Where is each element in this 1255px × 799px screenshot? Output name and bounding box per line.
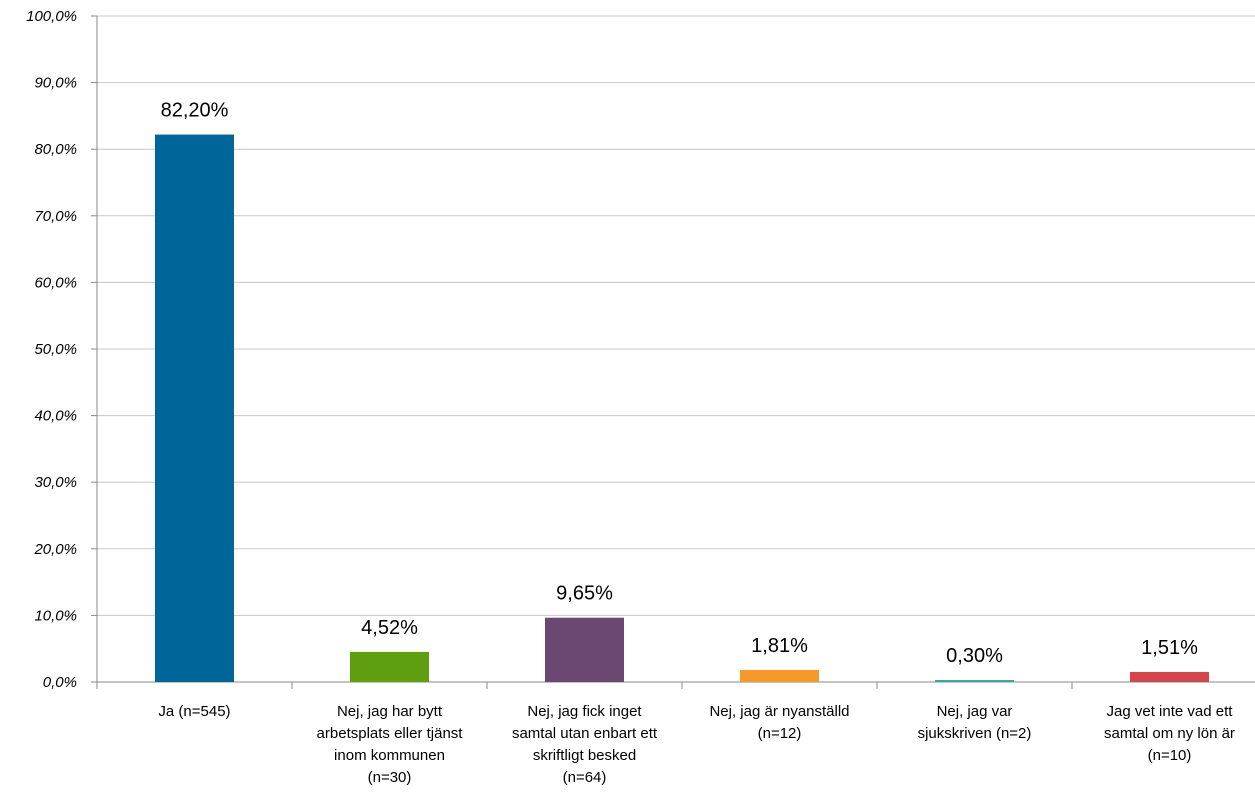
- data-label: 4,52%: [361, 617, 418, 639]
- data-labels: 82,20% 4,52% 9,65% 1,81% 0,30% 1,51%: [161, 100, 1198, 667]
- gridlines: [97, 15, 1255, 616]
- x-category-label-line: arbetsplats eller tjänst: [317, 725, 464, 742]
- data-label: 0,30%: [946, 645, 1003, 667]
- x-category-label: Nej, jag har bytt arbetsplats eller tjäns…: [317, 703, 464, 786]
- data-label: 1,81%: [751, 635, 808, 657]
- y-axis-tick-labels: 0,0% 10,0% 20,0% 30,0% 40,0% 50,0% 60,0% 70,0% 8…: [26, 8, 77, 691]
- x-category-label-line: Jag vet inte vad ett: [1107, 703, 1234, 720]
- x-axis-category-labels: Ja (n=545) Nej, jag har bytt arbetsplats e…: [158, 703, 1235, 786]
- y-tick-label: 70,0%: [34, 208, 77, 225]
- bar: [1130, 671, 1209, 682]
- data-label: 82,20%: [161, 100, 229, 122]
- x-category-label-line: (n=10): [1148, 747, 1192, 764]
- x-category-label: Nej, jag var sjukskriven (n=2): [918, 703, 1032, 742]
- axes: [91, 15, 1255, 689]
- x-category-label-line: inom kommunen: [334, 747, 445, 764]
- y-tick-label: 80,0%: [34, 141, 77, 158]
- y-tick-label: 20,0%: [33, 541, 77, 558]
- bar: [350, 651, 429, 682]
- x-category-label: Ja (n=545): [158, 703, 230, 720]
- y-tick-label: 60,0%: [34, 274, 77, 291]
- bar: [155, 134, 234, 683]
- x-category-label: Jag vet inte vad ett samtal om ny lön är (…: [1104, 703, 1235, 764]
- bar: [545, 617, 624, 682]
- x-category-label: Nej, jag är nyanställd (n=12): [709, 703, 849, 742]
- x-category-label-line: sjukskriven (n=2): [918, 725, 1032, 742]
- y-tick-label: 0,0%: [43, 674, 77, 691]
- x-category-label-line: (n=64): [563, 769, 607, 786]
- y-tick-label: 90,0%: [34, 75, 77, 92]
- bar: [740, 669, 819, 682]
- x-category-label-line: (n=30): [368, 769, 412, 786]
- x-category-label-line: Nej, jag fick inget: [527, 703, 642, 720]
- x-category-label-line: skriftligt besked: [533, 747, 636, 764]
- y-tick-label: 40,0%: [34, 408, 77, 425]
- x-category-label-line: Ja (n=545): [158, 703, 230, 720]
- data-label: 9,65%: [556, 583, 613, 605]
- x-category-label-line: Nej, jag var: [937, 703, 1013, 720]
- x-category-label-line: samtal om ny lön är: [1104, 725, 1235, 742]
- x-category-label-line: Nej, jag har bytt: [337, 703, 443, 720]
- y-tick-label: 30,0%: [34, 474, 77, 491]
- x-category-label-line: Nej, jag är nyanställd: [709, 703, 849, 720]
- y-tick-label: 10,0%: [34, 607, 77, 624]
- x-category-label-line: samtal utan enbart ett: [512, 725, 658, 742]
- bars: [155, 134, 1209, 683]
- bar: [935, 680, 1014, 682]
- data-label: 1,51%: [1141, 637, 1198, 659]
- y-tick-label: 50,0%: [34, 341, 77, 358]
- y-tick-label: 100,0%: [26, 8, 77, 25]
- x-category-label: Nej, jag fick inget samtal utan enbart et…: [512, 703, 658, 786]
- x-category-label-line: (n=12): [758, 725, 802, 742]
